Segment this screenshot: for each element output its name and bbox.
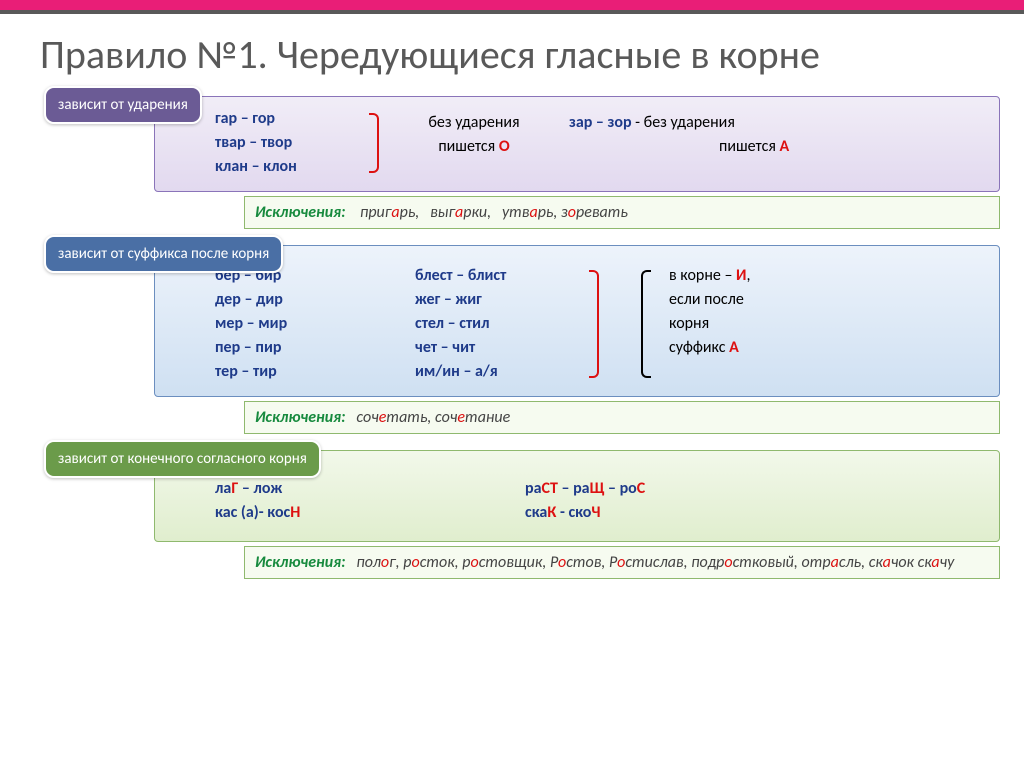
- exceptions-label: Исключения:: [255, 553, 346, 572]
- badge-label: зависит от конечного согласного корня: [58, 450, 307, 468]
- content: зависит от ударения гар – гор твар – тво…: [0, 86, 1024, 579]
- rule-text-part: пишется: [438, 137, 499, 156]
- root-pair: жег – жиг: [415, 288, 575, 312]
- section-stress: зависит от ударения гар – гор твар – тво…: [24, 96, 1000, 229]
- root-pair: зар – зор: [569, 113, 632, 132]
- root-pair: раСТ – раЩ – роС: [525, 477, 985, 501]
- rule-text: без ударения: [389, 111, 559, 135]
- root-pair: скаК - скоЧ: [525, 501, 985, 525]
- rule-text-part: пишется: [719, 137, 780, 156]
- rule-text: корня: [669, 312, 985, 336]
- brace-icon: [639, 264, 653, 384]
- rule-text-part: в корне –: [669, 266, 736, 285]
- rule-em: О: [499, 137, 510, 156]
- exceptions-text: пригарь, выгарки, утварь, зоревать: [360, 203, 628, 222]
- rule-text: суффикс А: [669, 336, 985, 360]
- root-pair: твар – твор: [215, 131, 355, 155]
- rule-text: если после: [669, 288, 985, 312]
- root-pair: дер – дир: [215, 288, 355, 312]
- section-suffix: зависит от суффикса после корня бер – би…: [24, 245, 1000, 434]
- root-pair: тер – тир: [215, 360, 355, 384]
- roots-col-right: раСТ – раЩ – роС скаК - скоЧ: [525, 477, 985, 525]
- section-consonant: зависит от конечного согласного корня ла…: [24, 450, 1000, 579]
- badge-label: зависит от ударения: [58, 96, 188, 114]
- rule-em: А: [729, 338, 739, 357]
- exceptions-label: Исключения:: [255, 203, 346, 222]
- root-pair: мер – мир: [215, 312, 355, 336]
- root-pair: стел – стил: [415, 312, 575, 336]
- roots-col-b: блест – блист жег – жиг стел – стил чет …: [415, 264, 575, 384]
- brace-icon: [365, 107, 379, 179]
- rule-text: пишется А: [569, 135, 985, 159]
- accent-bar: [0, 0, 1024, 10]
- root-pair: лаГ – лож: [215, 477, 515, 501]
- rule-em: И: [736, 266, 746, 285]
- roots-col: гар – гор твар – твор клан – клон: [215, 107, 355, 179]
- root-pair: клан – клон: [215, 155, 355, 179]
- badge-stress: зависит от ударения: [44, 86, 202, 124]
- exceptions-label: Исключения:: [255, 408, 346, 427]
- exceptions-text: полог, росток, ростовщик, Ростов, Ростис…: [356, 553, 954, 572]
- root-pair: блест – блист: [415, 264, 575, 288]
- rule-text: в корне – И,: [669, 264, 985, 288]
- rule-text: пишется О: [389, 135, 559, 159]
- page-title: Правило №1. Чередующиеся гласные в корне: [0, 14, 1024, 86]
- rule-text-part: ,: [746, 266, 750, 285]
- root-pair: чет – чит: [415, 336, 575, 360]
- brace-icon: [585, 264, 599, 384]
- root-pair: гар – гор: [215, 107, 355, 131]
- exceptions-box: Исключения: пригарь, выгарки, утварь, зо…: [244, 196, 1000, 229]
- badge-consonant: зависит от конечного согласного корня: [44, 440, 321, 478]
- badge-label: зависит от суффикса после корня: [58, 245, 269, 263]
- roots-col-left: лаГ – лож кас (а)- косН: [215, 477, 515, 525]
- exceptions-box: Исключения: полог, росток, ростовщик, Ро…: [244, 546, 1000, 579]
- badge-suffix: зависит от суффикса после корня: [44, 235, 283, 273]
- root-pair: пер – пир: [215, 336, 355, 360]
- exceptions-text: сочетать, сочетание: [356, 408, 510, 427]
- exceptions-box: Исключения: сочетать, сочетание: [244, 401, 1000, 434]
- rule-col: в корне – И, если после корня суффикс А: [663, 264, 985, 384]
- root-pair: им/ин – а/я: [415, 360, 575, 384]
- root-pair: кас (а)- косН: [215, 501, 515, 525]
- roots-col-a: бер – бир дер – дир мер – мир пер – пир …: [215, 264, 355, 384]
- rule-col: без ударения пишется О: [389, 107, 559, 179]
- rule-text: - без ударения: [635, 113, 735, 132]
- panel-stress: гар – гор твар – твор клан – клон без уд…: [154, 96, 1000, 192]
- rule-em: А: [780, 137, 790, 156]
- rule-col-2: зар – зор - без ударения пишется А: [569, 107, 985, 179]
- rule-text-part: суффикс: [669, 338, 729, 357]
